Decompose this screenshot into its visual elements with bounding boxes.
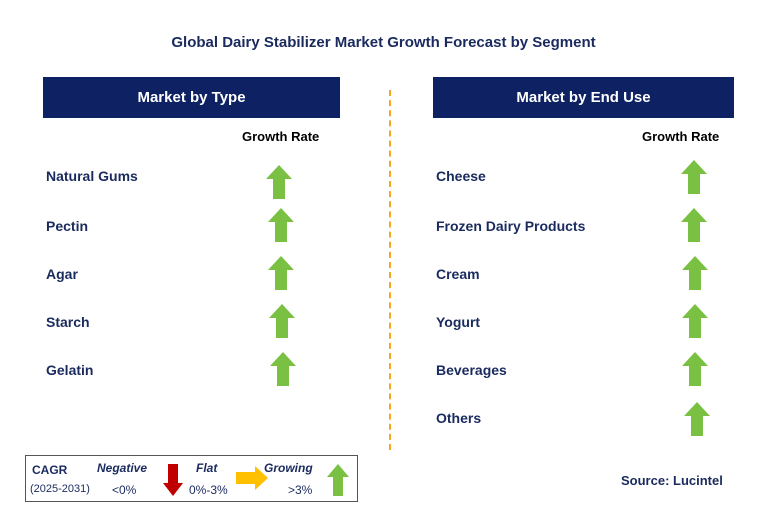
growing-arrow-icon xyxy=(270,352,296,386)
legend-cagr-label: CAGR xyxy=(32,463,68,477)
negative-arrow-icon xyxy=(163,464,183,496)
left-item-agar: Agar xyxy=(46,266,78,282)
growing-arrow-icon xyxy=(269,304,295,338)
left-item-pectin: Pectin xyxy=(46,218,89,234)
left-growth-rate-header: Growth Rate xyxy=(242,129,320,144)
growing-arrow-icon xyxy=(268,256,294,290)
market-by-end-use-header: Market by End Use xyxy=(433,77,734,118)
source-label: Source: Lucintel xyxy=(621,473,723,488)
growing-arrow-icon xyxy=(681,160,707,194)
left-item-natural-gums: Natural Gums xyxy=(46,168,138,184)
flat-arrow-icon xyxy=(236,466,268,490)
legend-growing-range: >3% xyxy=(288,483,313,497)
legend-flat-label: Flat xyxy=(196,461,218,475)
growing-arrow-icon xyxy=(681,208,707,242)
right-item-cheese: Cheese xyxy=(436,168,486,184)
growing-arrow-icon xyxy=(268,208,294,242)
legend-period: (2025-2031) xyxy=(30,483,90,495)
left-item-gelatin: Gelatin xyxy=(46,362,94,378)
growing-arrow-icon xyxy=(684,402,710,436)
right-item-yogurt: Yogurt xyxy=(436,314,481,330)
growing-arrow-icon xyxy=(682,256,708,290)
growing-arrow-icon xyxy=(682,352,708,386)
growing-arrow-icon xyxy=(682,304,708,338)
market-by-type-header: Market by Type xyxy=(43,77,340,118)
right-item-frozen-dairy-products: Frozen Dairy Products xyxy=(436,218,586,234)
right-item-cream: Cream xyxy=(436,266,480,282)
growing-arrow-icon xyxy=(327,464,349,496)
panel-divider xyxy=(389,90,391,450)
growing-arrow-icon xyxy=(266,165,292,199)
right-growth-rate-header: Growth Rate xyxy=(642,129,720,144)
chart-title: Global Dairy Stabilizer Market Growth Fo… xyxy=(171,34,596,51)
left-item-starch: Starch xyxy=(46,314,90,330)
legend-negative-label: Negative xyxy=(97,461,148,475)
legend-flat-range: 0%-3% xyxy=(189,483,228,497)
legend-negative-range: <0% xyxy=(112,483,137,497)
cagr-legend: CAGR (2025-2031) Negative <0% Flat 0%-3%… xyxy=(25,455,358,502)
right-item-others: Others xyxy=(436,410,482,426)
legend-growing-label: Growing xyxy=(264,461,313,475)
right-item-beverages: Beverages xyxy=(436,362,507,378)
